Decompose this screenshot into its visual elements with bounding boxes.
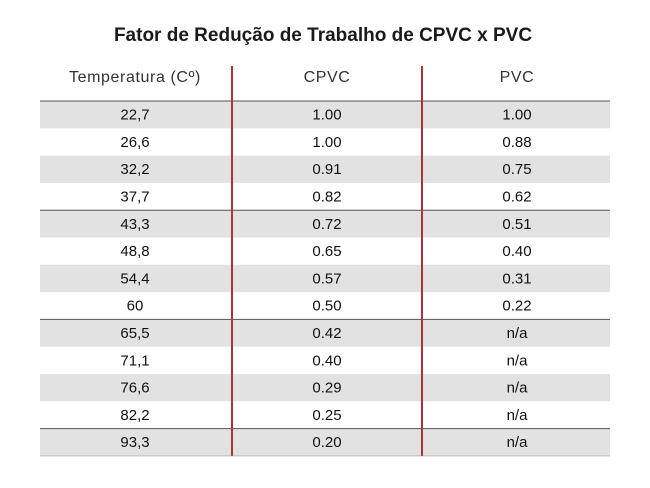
table-cell: 0.57 (312, 270, 341, 287)
table-cell: 0.50 (312, 298, 341, 315)
table-cell: 54,4 (120, 270, 149, 287)
table-cell: n/a (507, 352, 529, 369)
column-header: Temperatura (Cº) (69, 69, 201, 86)
table-cell: 0.82 (312, 189, 341, 206)
row-shade (40, 319, 610, 347)
table-cell: n/a (507, 380, 529, 397)
table-cell: 0.40 (312, 352, 341, 369)
table-cell: 0.88 (502, 134, 531, 151)
table-cell: 71,1 (120, 352, 149, 369)
table-cell: 1.00 (312, 134, 341, 151)
table-cell: 0.22 (502, 298, 531, 315)
table-cell: 0.65 (312, 243, 341, 260)
row-shade (40, 374, 610, 402)
table-cell: n/a (507, 407, 529, 424)
table-cell: 37,7 (120, 189, 149, 206)
table-cell: 0.20 (312, 434, 341, 451)
row-shade (40, 264, 610, 293)
table-cell: 1.00 (502, 107, 531, 124)
table-cell: 0.31 (502, 270, 531, 287)
table-cell: 43,3 (120, 216, 149, 233)
row-shade (40, 101, 610, 129)
table-cell: 82,2 (120, 407, 149, 424)
row-shade (40, 155, 610, 183)
table-cell: 1.00 (312, 107, 341, 124)
column-header: CPVC (304, 69, 351, 86)
table-cell: 0.25 (312, 407, 341, 424)
table-cell: 26,6 (120, 134, 149, 151)
table-cell: 32,2 (120, 161, 149, 178)
table-cell: 22,7 (120, 107, 149, 124)
table-cell: 0.75 (502, 161, 531, 178)
table-cell: 0.51 (502, 216, 531, 233)
table-cell: 48,8 (120, 243, 149, 260)
table-cell: 0.72 (312, 216, 341, 233)
table-cell: 0.62 (502, 189, 531, 206)
title: Fator de Redução de Trabalho de CPVC x P… (114, 25, 532, 46)
table-cell: 93,3 (120, 434, 149, 451)
table-cell: n/a (507, 434, 529, 451)
table-cell: 0.40 (502, 243, 531, 260)
table-cell: 60 (127, 298, 144, 315)
table-cell: 0.29 (312, 380, 341, 397)
row-shade (40, 210, 610, 238)
table-cell: 0.91 (312, 161, 341, 178)
table-cell: n/a (507, 325, 529, 342)
row-shade (40, 428, 610, 456)
table-cell: 65,5 (120, 325, 149, 342)
table-cell: 76,6 (120, 380, 149, 397)
table-cell: 0.42 (312, 325, 341, 342)
column-header: PVC (500, 69, 535, 86)
